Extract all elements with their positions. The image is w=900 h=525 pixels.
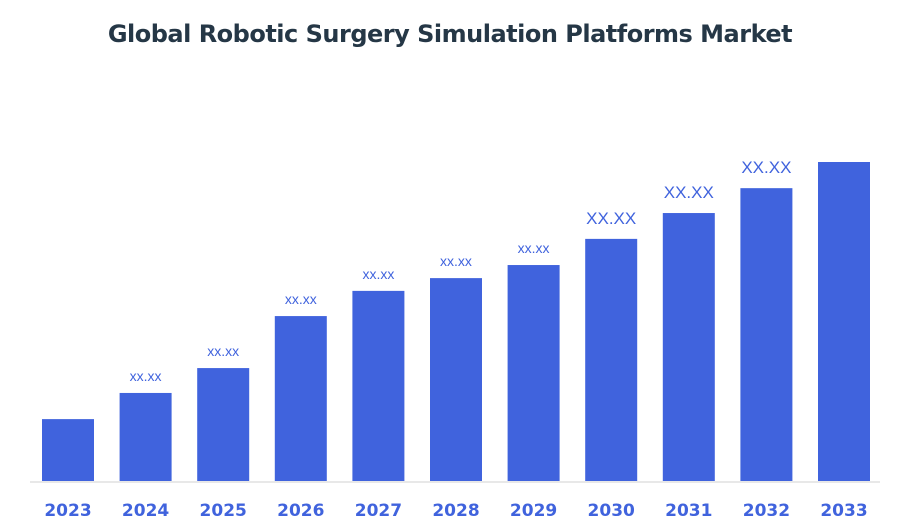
x-tick-label-2027: 2027 (355, 501, 402, 521)
bar-2024 (119, 392, 172, 481)
bar-2030 (585, 238, 638, 481)
data-label-2030: XX.XX (586, 209, 636, 228)
data-label-2028: xx.xx (440, 253, 472, 269)
x-tick-label-2028: 2028 (432, 501, 479, 521)
x-tick-label-2033: 2033 (820, 501, 867, 521)
x-tick-label-2029: 2029 (510, 501, 557, 521)
bar-2033 (818, 162, 870, 481)
bar-2031 (662, 213, 715, 482)
data-label-2025: xx.xx (207, 343, 239, 359)
x-tick-label-2030: 2030 (588, 501, 635, 521)
x-tick-label-2031: 2031 (665, 501, 712, 521)
data-label-2026: xx.xx (285, 291, 317, 307)
bar-2032 (740, 188, 793, 481)
bar-2029 (507, 265, 560, 481)
bar-2027 (352, 290, 405, 481)
x-tick-label-2024: 2024 (122, 501, 169, 521)
data-label-2031: XX.XX (664, 183, 714, 202)
x-tick-label-2025: 2025 (200, 501, 247, 521)
data-label-2032: XX.XX (741, 158, 791, 177)
x-tick-label-2032: 2032 (743, 501, 790, 521)
data-label-2029: xx.xx (518, 240, 550, 256)
x-tick-label-2026: 2026 (277, 501, 324, 521)
x-tick-label-2023: 2023 (44, 501, 91, 521)
bar-2028 (430, 278, 482, 481)
chart-title: Global Robotic Surgery Simulation Platfo… (107, 20, 793, 48)
bar-2025 (197, 368, 250, 481)
data-label-2024: xx.xx (130, 368, 162, 384)
data-label-2027: xx.xx (362, 266, 394, 282)
bar-2026 (274, 316, 327, 481)
bar-2023 (42, 419, 94, 481)
